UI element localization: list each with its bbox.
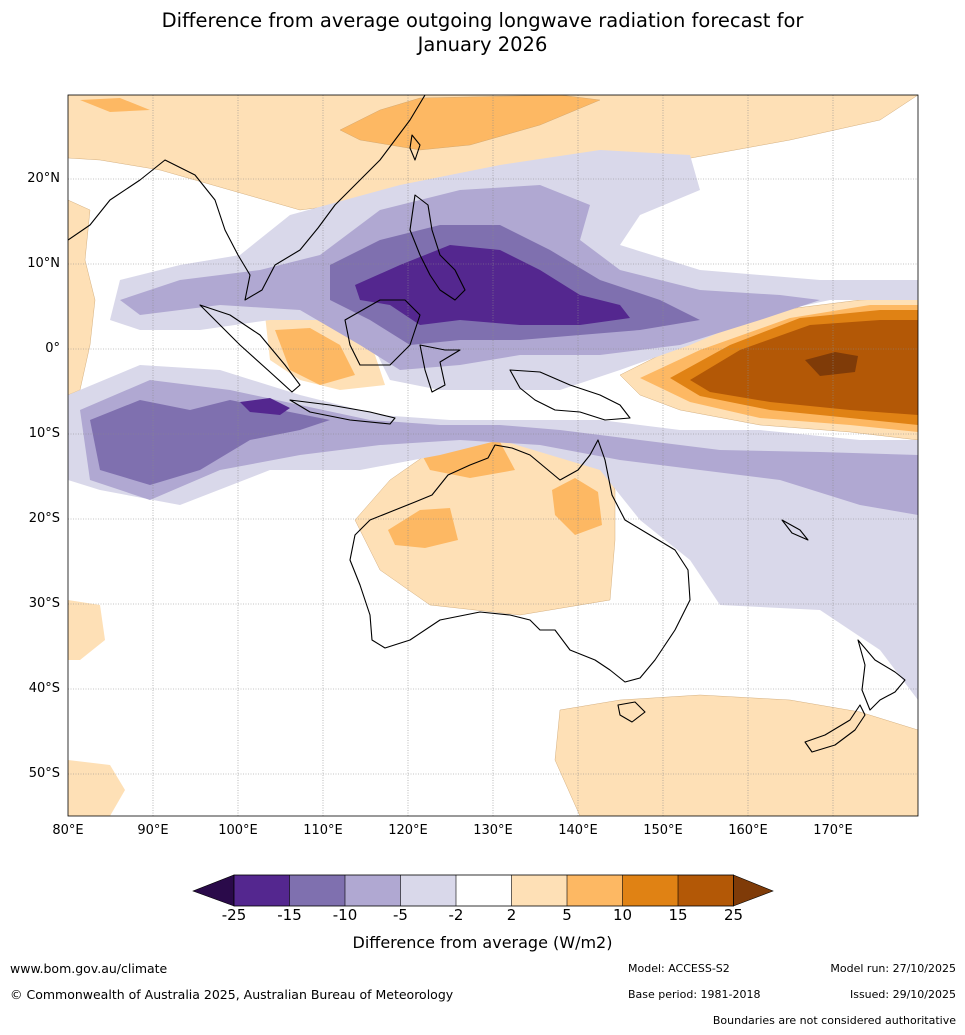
lat-label-50s: 50°S — [28, 766, 60, 781]
colorbar-max-extend — [733, 874, 774, 907]
lat-label-20n: 20°N — [27, 171, 60, 186]
coast-borneo — [344, 299, 421, 366]
colorbar-tick-label: -15 — [277, 906, 302, 924]
lon-label-100e: 100°E — [218, 823, 258, 838]
colorbar-title: Difference from average (W/m2) — [352, 933, 613, 952]
lon-label-130e: 130°E — [473, 823, 513, 838]
lat-label-30s: 30°S — [28, 596, 60, 611]
anomaly-australia-mid-west — [388, 508, 458, 548]
coast-taiwan — [409, 134, 421, 161]
anomaly-australia-mid-east — [552, 478, 602, 535]
colorbar-bin-3 — [345, 875, 401, 906]
colorbar-bin-2 — [289, 875, 345, 906]
colorbar-tick-label: -5 — [393, 906, 408, 924]
lon-label-170e: 170°E — [813, 823, 853, 838]
colorbar-tick-label: 5 — [562, 906, 572, 924]
coast-sulawesi — [419, 344, 461, 393]
anomaly-north-orange-left — [80, 98, 150, 112]
colorbar-tick-label: -10 — [332, 906, 358, 924]
colorbar-frame — [233, 874, 734, 907]
colorbar-tick-label: 10 — [612, 906, 633, 924]
colorbar — [192, 874, 774, 907]
lon-label-90e: 90°E — [137, 823, 169, 838]
lon-label-140e: 140°E — [558, 823, 598, 838]
anomaly-field — [68, 95, 918, 816]
colorbar-tick-label: 15 — [668, 906, 688, 924]
footer-model-run: Model run: 27/10/2025 — [830, 962, 956, 975]
anomaly-purple-deep — [355, 245, 630, 325]
lat-label-40s: 40°S — [28, 681, 60, 696]
footer-base-period: Base period: 1981-2018 — [628, 988, 761, 1001]
title-line-2: January 2026 — [417, 33, 548, 56]
anomaly-pacific-max — [805, 352, 858, 376]
colorbar-bin-4 — [400, 875, 456, 906]
colorbar-min-extend — [192, 874, 235, 907]
colorbar-bin-7 — [567, 875, 623, 906]
colorbar-tick-label: -25 — [221, 906, 247, 924]
anomaly-southern-orange — [554, 694, 918, 816]
coast-new-zealand-north — [857, 639, 906, 711]
lat-label-0: 0° — [45, 341, 60, 356]
coast-new-caledonia — [781, 519, 809, 541]
lat-label-10s: 10°S — [28, 426, 60, 441]
colorbar-bin-5 — [456, 875, 512, 906]
lon-label-120e: 120°E — [388, 823, 428, 838]
footer-disclaimer: Boundaries are not considered authoritat… — [712, 1014, 956, 1027]
colorbar-tick-label: 2 — [506, 906, 517, 924]
title-line-1: Difference from average outgoing longwav… — [161, 9, 804, 32]
lon-label-160e: 160°E — [728, 823, 768, 838]
anomaly-west-orange — [68, 199, 96, 396]
lon-label-110e: 110°E — [303, 823, 343, 838]
colorbar-bin-9 — [678, 875, 734, 906]
map-title: Difference from average outgoing longwav… — [0, 9, 965, 57]
anomaly-sw-orange-low — [68, 760, 125, 816]
coast-australia — [349, 439, 691, 683]
colorbar-bin-6 — [511, 875, 567, 906]
lat-label-10n: 10°N — [27, 256, 60, 271]
gridlines — [68, 95, 918, 816]
coast-philippines — [409, 194, 466, 301]
colorbar-tick-label: 25 — [723, 906, 744, 924]
footer-copyright: © Commonwealth of Australia 2025, Austra… — [10, 987, 454, 1002]
colorbar-bin-8 — [622, 875, 678, 906]
coast-tasmania — [617, 701, 646, 723]
coast-sumatra — [199, 304, 301, 393]
anomaly-north-orange-strong — [339, 95, 601, 151]
coast-java — [289, 399, 396, 425]
coastlines — [68, 95, 906, 753]
lon-label-150e: 150°E — [643, 823, 683, 838]
coast-new-guinea — [509, 369, 631, 421]
anomaly-purple-strong-west — [90, 400, 330, 485]
lon-label-80e: 80°E — [52, 823, 84, 838]
footer-website[interactable]: www.bom.gov.au/climate — [10, 961, 168, 976]
colorbar-bin-1 — [234, 875, 290, 906]
map-frame — [67, 94, 919, 817]
anomaly-sumatra-orange-strong — [275, 328, 355, 385]
anomaly-sw-orange — [68, 600, 105, 660]
footer-model: Model: ACCESS-S2 — [628, 962, 730, 975]
anomaly-pacific-stronger — [690, 320, 918, 415]
lat-label-20s: 20°S — [28, 511, 60, 526]
coast-new-zealand-south — [804, 704, 866, 753]
anomaly-purple-deep-west — [240, 398, 290, 415]
colorbar-tick-label: -2 — [448, 906, 464, 924]
coast-asia-mainland — [68, 95, 426, 301]
footer-issued: Issued: 29/10/2025 — [849, 988, 956, 1001]
